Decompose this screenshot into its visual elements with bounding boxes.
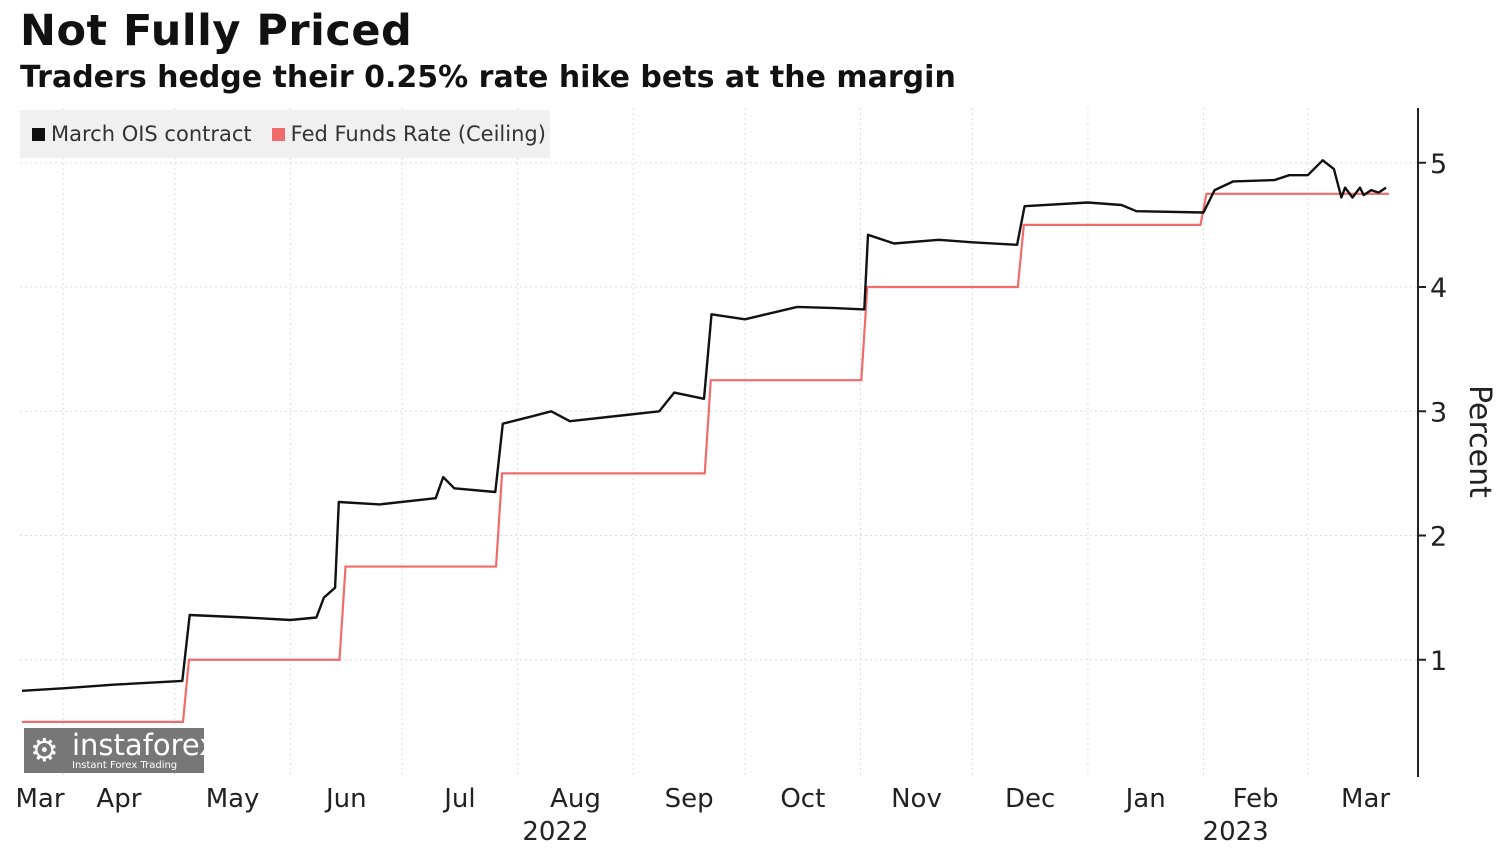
watermark-name: instaforex [72,728,217,762]
x-tick-label: Jan [1124,784,1166,814]
y-tick-label: 1 [1430,646,1447,677]
x-tick-label: Aug [550,784,601,814]
x-tick-label: Oct [780,784,825,814]
x-tick-label: Nov [891,784,942,814]
watermark-logo: ⚙ instaforex Instant Forex Trading [24,728,216,773]
y-tick-label: 2 [1430,522,1447,553]
x-tick-label: Apr [96,784,141,814]
legend-item-fed-funds: Fed Funds Rate (Ceiling) [271,122,546,146]
watermark-tagline: Instant Forex Trading [72,760,178,771]
x-tick-label: Mar [15,784,64,814]
gear-logo-icon: ⚙ [30,731,59,769]
x-tick-label: Dec [1005,784,1055,814]
legend-label-ois: March OIS contract [51,122,252,146]
y-axis-label: Percent [1462,385,1497,498]
x-tick-label: Mar [1341,784,1390,814]
legend-swatch-fed-funds [271,127,285,141]
series-line-fed-funds-rate [22,192,1390,723]
x-tick-label: Feb [1233,784,1279,814]
x-tick-label: Jun [324,784,367,814]
legend-item-ois: March OIS contract [32,122,252,146]
x-year-label: 2023 [1203,817,1269,847]
legend: March OIS contract Fed Funds Rate (Ceili… [20,110,550,158]
x-year-label: 2022 [522,817,588,847]
y-tick-label: 5 [1430,149,1447,180]
y-tick-label: 3 [1430,397,1447,428]
legend-label-fed-funds: Fed Funds Rate (Ceiling) [290,122,546,146]
x-tick-label: Sep [665,784,714,814]
y-tick-label: 4 [1430,273,1447,304]
x-tick-label: May [206,784,260,814]
series-line-march-ois [21,159,1387,692]
x-tick-label: Jul [442,784,475,814]
legend-swatch-ois [32,127,45,141]
chart-title: Not Fully Priced [20,6,413,56]
chart-subtitle: Traders hedge their 0.25% rate hike bets… [20,60,956,95]
